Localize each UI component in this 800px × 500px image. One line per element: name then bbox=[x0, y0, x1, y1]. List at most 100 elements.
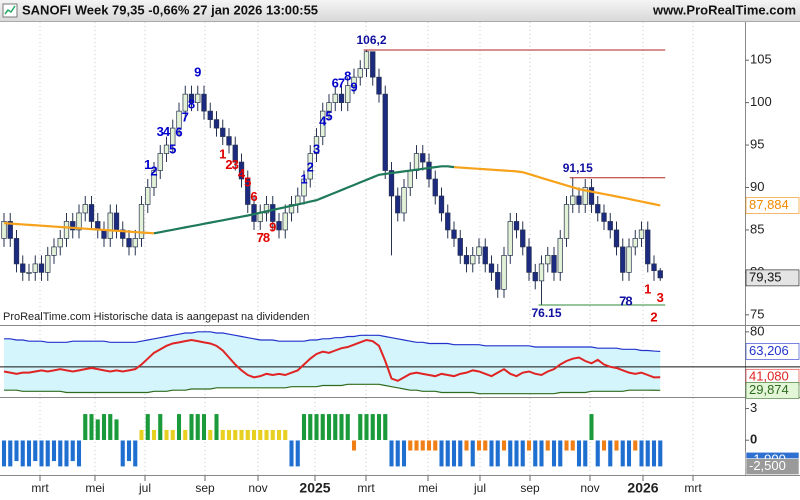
candle-body bbox=[363, 51, 370, 70]
moving-average bbox=[153, 165, 455, 235]
bar bbox=[338, 413, 345, 441]
bar bbox=[7, 439, 13, 467]
bar bbox=[488, 439, 495, 467]
candle-body bbox=[13, 238, 20, 265]
candle-body bbox=[207, 110, 213, 120]
candle-body bbox=[413, 153, 420, 171]
candle-body bbox=[326, 102, 332, 112]
td-count: 6 bbox=[332, 75, 339, 90]
candle-body bbox=[176, 110, 182, 129]
td-count: 1 bbox=[300, 171, 307, 186]
candle-body bbox=[57, 238, 63, 248]
candle-body bbox=[332, 93, 338, 103]
td-count: 5 bbox=[169, 142, 176, 157]
candle-body bbox=[76, 212, 82, 231]
bar bbox=[113, 418, 120, 441]
bar bbox=[382, 413, 388, 441]
candle-body bbox=[657, 270, 663, 279]
td-count: 1 bbox=[219, 147, 226, 162]
td-count: 4 bbox=[163, 124, 171, 139]
candle-body bbox=[532, 272, 538, 282]
bar bbox=[395, 439, 401, 467]
header-title: SANOFI Week 79,35 -0,66% 27 jan 2026 13:… bbox=[22, 2, 318, 17]
td-count: 3 bbox=[232, 157, 239, 172]
bar bbox=[426, 439, 432, 452]
candle-body bbox=[288, 204, 295, 214]
candle-body bbox=[638, 229, 645, 239]
candle-body bbox=[182, 93, 188, 112]
candle-body bbox=[382, 93, 388, 171]
td-count: 2 bbox=[225, 157, 232, 172]
bar bbox=[332, 413, 338, 441]
td-count: 8 bbox=[625, 294, 632, 309]
candle-body bbox=[188, 93, 195, 103]
y-tick-label: 3 bbox=[750, 400, 757, 415]
candle-body bbox=[501, 255, 507, 290]
bar bbox=[651, 439, 657, 467]
bar bbox=[632, 439, 638, 452]
bar bbox=[288, 439, 295, 467]
bar bbox=[513, 439, 520, 467]
header-site: www.ProRealTime.com bbox=[652, 2, 796, 17]
candle-body bbox=[426, 161, 432, 180]
x-tick-label: mrt bbox=[357, 481, 375, 495]
bar bbox=[1, 439, 7, 467]
candle-body bbox=[432, 178, 438, 197]
candle-body bbox=[257, 212, 263, 222]
bar bbox=[170, 429, 176, 441]
candle-body bbox=[151, 170, 157, 188]
oscillator-line bbox=[4, 331, 661, 353]
bar bbox=[432, 439, 438, 452]
candle-body bbox=[582, 187, 588, 205]
candle-body bbox=[476, 246, 482, 256]
bar bbox=[282, 429, 288, 441]
td-count: 7 bbox=[619, 294, 626, 309]
td-count: 1 bbox=[144, 157, 151, 172]
bar bbox=[276, 429, 282, 441]
td-count: 5 bbox=[325, 108, 332, 123]
candle-body bbox=[282, 212, 288, 231]
candle-body bbox=[20, 263, 26, 273]
candle-body bbox=[245, 178, 251, 205]
candle-body bbox=[51, 246, 57, 256]
candle-body bbox=[370, 51, 376, 78]
x-tick-label: jul bbox=[138, 481, 151, 495]
bar bbox=[238, 429, 245, 441]
bar bbox=[495, 439, 501, 467]
value-tag-label: -2,500 bbox=[749, 458, 786, 473]
bar bbox=[451, 439, 457, 467]
candle-body bbox=[520, 229, 526, 248]
candle-body bbox=[595, 204, 601, 214]
bar bbox=[607, 439, 613, 467]
candle-body bbox=[220, 127, 226, 137]
td-count: 4 bbox=[238, 166, 246, 181]
x-tick-label: mrt bbox=[31, 481, 49, 495]
candle-body bbox=[563, 204, 570, 239]
value-tag bbox=[745, 269, 800, 287]
candle-body bbox=[588, 187, 595, 205]
bar bbox=[357, 413, 363, 441]
bar bbox=[576, 439, 582, 467]
candle-body bbox=[620, 246, 626, 273]
td-count: 2 bbox=[307, 159, 314, 174]
oscillator-line bbox=[4, 383, 661, 395]
candle-body bbox=[557, 238, 563, 273]
candle-body bbox=[107, 212, 113, 239]
bar bbox=[195, 413, 201, 441]
x-tick-label: jul bbox=[473, 481, 486, 495]
td-count: 5 bbox=[244, 175, 251, 190]
bar bbox=[45, 439, 51, 467]
bar bbox=[26, 439, 32, 467]
bar bbox=[482, 439, 488, 452]
td-count: 9 bbox=[269, 220, 276, 235]
bar bbox=[645, 439, 651, 467]
bar bbox=[326, 413, 332, 441]
band-fill bbox=[4, 331, 661, 394]
td-count: 7 bbox=[257, 230, 264, 245]
td-count: 9 bbox=[350, 80, 357, 95]
candle-body bbox=[138, 204, 145, 239]
bar bbox=[420, 439, 426, 452]
candle-body bbox=[201, 93, 207, 112]
y-tick-label: 0 bbox=[750, 432, 757, 447]
